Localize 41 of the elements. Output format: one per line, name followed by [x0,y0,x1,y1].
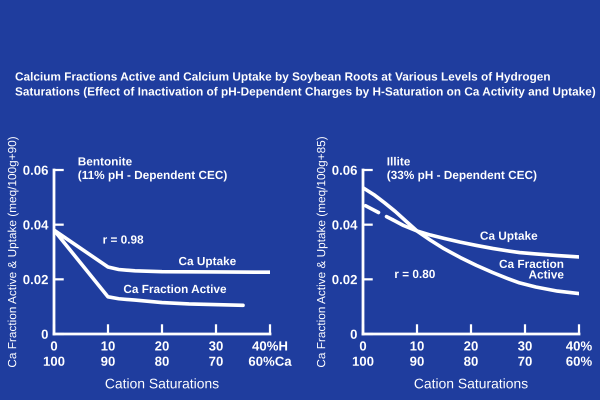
x2-tick-label: 90 [101,356,115,366]
x2-tick-label: 80 [464,356,478,366]
x2-tick-label: 60%Ca [248,356,292,366]
x-tick-label: 40% [566,341,592,351]
x2-tick-label: 60% [566,356,592,366]
annotation: Illite (33% pH - Dependent CEC) [387,156,536,182]
x-tick-label: 40%H [252,341,288,351]
y-tick-label: 0.06 [23,166,48,175]
x-tick-label: 30 [208,341,223,351]
series-label: Ca Uptake [178,256,236,268]
y-axis-title: Ca Fraction Active & Uptake (meq/100g+90) [8,137,19,368]
y-tick-label: 0.04 [23,220,48,230]
x-tick-label: 20 [464,341,478,351]
x-tick-label: 10 [101,341,115,351]
annotation: Bentonite (11% pH - Dependent CEC) [78,156,227,182]
series-label: Ca Fraction Active [124,284,226,294]
x2-tick-label: 90 [410,356,424,366]
series-label: Ca Uptake [480,231,538,242]
x2-tick-label: 70 [518,356,532,366]
x-tick-label: 20 [155,341,169,351]
x-axis-title: Cation Saturations [106,378,219,388]
y-tick-label: 0.06 [332,166,357,175]
x2-tick-label: 80 [155,356,169,366]
x-tick-label: 0 [50,341,58,351]
x2-tick-label: 70 [209,356,223,366]
x-tick-label: 10 [410,341,424,351]
y-tick-label: 0.02 [23,274,48,284]
annotation: r = 0.80 [395,270,435,278]
x-axis-title: Cation Saturations [414,378,528,388]
text: Calcium Fractions Active and Calcium Uptake by Soybean Roots at Various Levels of Hydrogen Saturations (Effect of Inactivation of pH-Dependent Charges by H-Saturation on Ca Activity and Uptake) [15,72,596,98]
x-tick-label: 0 [360,341,366,351]
y-tick-label: 0.04 [332,220,358,230]
series-label: Ca Fraction Active [499,259,564,279]
y-axis-title: Ca Fraction Active & Uptake (meq/100g+85) [316,137,328,368]
annotation: r = 0.98 [103,235,144,244]
x-tick-label: 30 [518,341,532,351]
y-tick-label: 0.02 [332,274,357,284]
x2-tick-label: 100 [352,356,374,366]
x2-tick-label: 100 [44,356,64,366]
y-tick-label: 0 [350,330,357,339]
y-tick-label: 0 [42,330,48,339]
